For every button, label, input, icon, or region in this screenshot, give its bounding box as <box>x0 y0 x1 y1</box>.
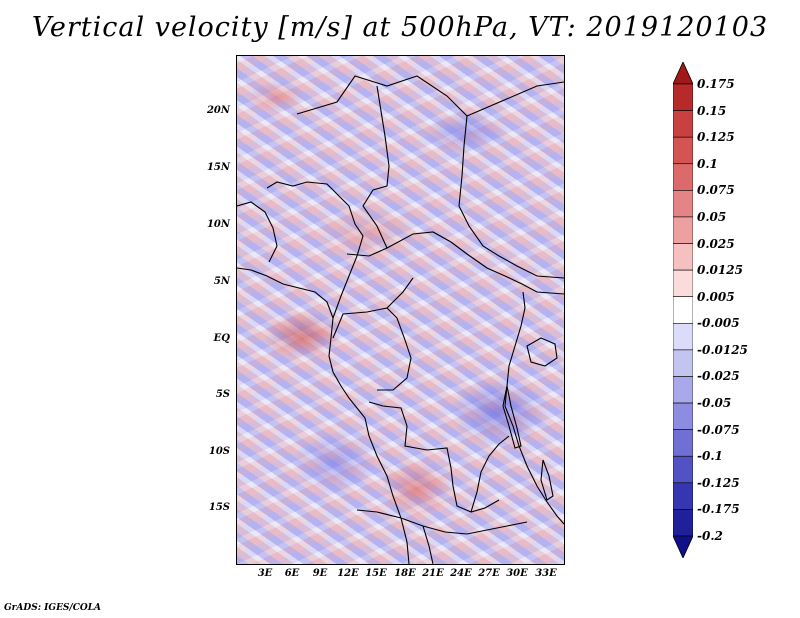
x-tick-label: 15E <box>365 568 387 579</box>
colorbar-label: -0.05 <box>697 396 732 411</box>
colorbar-segment <box>673 216 693 244</box>
border-chad <box>346 85 390 257</box>
y-tick-label: 15N <box>206 162 230 173</box>
colorbar-segment <box>673 190 693 218</box>
y-tick-label: 5S <box>215 389 230 400</box>
colorbar-label: -0.005 <box>697 316 740 331</box>
x-tick-label: 3E <box>257 568 273 579</box>
y-tick-label: 15S <box>208 502 230 513</box>
x-tick-label: 6E <box>284 568 300 579</box>
colorbar-segment <box>673 376 693 404</box>
y-tick-label: 10S <box>208 446 230 457</box>
colorbar-segment <box>673 322 693 351</box>
lake-tanganyika <box>502 385 522 449</box>
lake-victoria <box>526 337 558 367</box>
border-drc-north <box>377 307 412 391</box>
x-tick-label: 12E <box>337 568 359 579</box>
colorbar-label: 0.125 <box>697 130 735 145</box>
x-tick-label: 18E <box>394 568 416 579</box>
border-car <box>386 231 564 295</box>
x-tick-label: 9E <box>312 568 328 579</box>
country-borders <box>237 75 564 564</box>
colorbar-label: -0.0125 <box>697 342 748 357</box>
colorbar-label: -0.075 <box>697 422 740 437</box>
x-tick-label: 30E <box>506 568 528 579</box>
x-tick-label: 24E <box>450 568 472 579</box>
colorbar-label: 0.025 <box>697 236 735 251</box>
border-ssudan <box>458 205 564 279</box>
border-gabon <box>332 277 414 339</box>
colorbar-label: -0.025 <box>697 369 740 384</box>
colorbar-segment <box>673 243 693 271</box>
y-tick-label: 20N <box>206 105 230 116</box>
y-tick-label: 10N <box>206 219 230 230</box>
colorbar-segment <box>673 429 693 457</box>
colorbar-segment <box>673 110 693 138</box>
colorbar-segment <box>673 163 693 191</box>
border-drc-east <box>504 291 564 525</box>
chart-title: Vertical velocity [m/s] at 500hPa, VT: 2… <box>31 12 769 43</box>
border-zambia <box>470 435 510 513</box>
colorbar-bottom-arrow <box>673 535 693 558</box>
coastline-west <box>237 267 410 564</box>
border-angola <box>368 401 500 513</box>
colorbar-segment <box>673 269 693 298</box>
colorbar-label: -0.125 <box>697 475 740 490</box>
colorbar-segment <box>673 482 693 510</box>
colorbar-label: -0.175 <box>697 502 740 517</box>
x-tick-label: 21E <box>422 568 444 579</box>
lake-malawi <box>540 459 554 501</box>
footer-credit: GrADS: IGES/COLA <box>4 603 102 613</box>
colorbar-segment <box>673 83 693 111</box>
border-cameroon <box>266 181 364 319</box>
colorbar-label: 0.1 <box>697 156 718 171</box>
colorbar-label: 0.0125 <box>697 263 743 278</box>
colorbar-segment <box>673 136 693 165</box>
colorbar-label: 0.175 <box>697 77 735 91</box>
colorbar-label: -0.2 <box>697 529 723 543</box>
border-botswana <box>422 525 434 564</box>
colorbar-segment <box>673 455 693 484</box>
colorbar-top-arrow <box>673 62 693 85</box>
colorbar-segment <box>673 402 693 430</box>
colorbar-label: 0.005 <box>697 289 735 304</box>
colorbar-segment <box>673 296 693 324</box>
colorbar-segment <box>673 349 693 377</box>
x-tick-label: 27E <box>478 568 500 579</box>
y-tick-label: EQ <box>213 333 230 344</box>
colorbar-segment <box>673 509 693 537</box>
colorbar-label: 0.15 <box>697 103 727 118</box>
colorbar-label: 0.05 <box>697 209 727 224</box>
border-north <box>296 75 468 207</box>
border-sudan <box>466 81 564 117</box>
colorbar-label: -0.1 <box>697 449 723 464</box>
border-namibia <box>356 509 528 535</box>
colorbar-label: 0.075 <box>697 183 735 198</box>
border-nigeria <box>237 201 278 263</box>
y-tick-label: 5N <box>213 276 230 287</box>
colorbar <box>673 62 693 558</box>
x-tick-label: 33E <box>535 568 557 579</box>
map-plot-area <box>236 55 565 565</box>
